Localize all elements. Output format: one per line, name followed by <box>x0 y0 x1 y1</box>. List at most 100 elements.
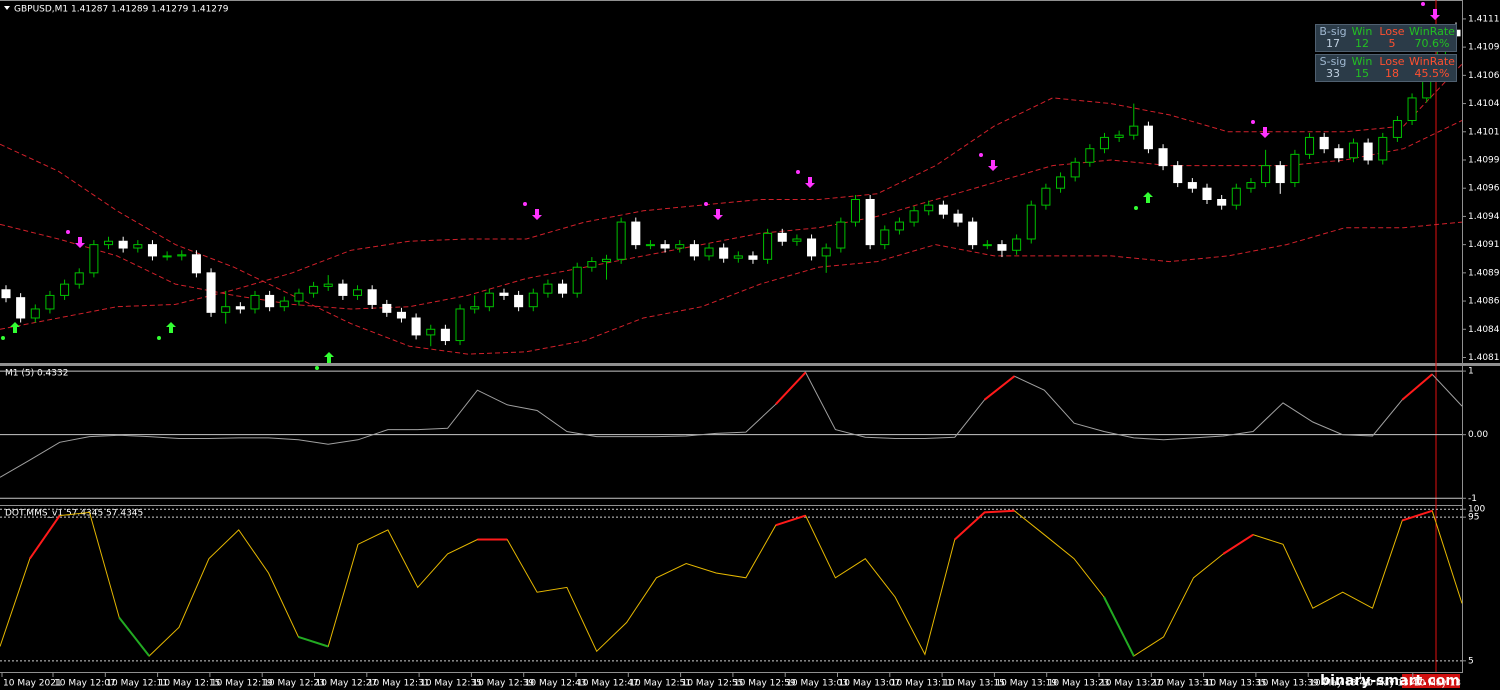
candle-body <box>1261 165 1271 184</box>
candle-body <box>558 283 568 294</box>
candle-body <box>294 292 304 302</box>
line <box>298 635 329 648</box>
line <box>118 617 150 657</box>
buy-arrow <box>166 322 176 333</box>
x-tick-label: 10 May 13:31 <box>1152 679 1214 689</box>
x-tick-label: 10 May 13:19 <box>995 679 1057 689</box>
line <box>0 63 1463 330</box>
candle-body <box>631 221 641 246</box>
candle-body <box>997 244 1007 251</box>
sell-arrow <box>805 177 815 188</box>
candle-body <box>704 247 714 257</box>
candle-body <box>133 244 143 249</box>
sell-stats: S-sig Win Lose WinRate 33 15 18 45.5% <box>1315 54 1457 82</box>
panel-title: M1 (5) 0.4332 <box>5 369 68 379</box>
candle-body <box>1158 148 1168 167</box>
x-tick-label: 10 May 13:27 <box>1100 679 1162 689</box>
line <box>28 515 61 560</box>
line <box>775 514 806 527</box>
y-tick-label: 1.41115 <box>1468 14 1500 24</box>
stat-cell: Win <box>1351 55 1373 68</box>
buy-arrow <box>10 322 20 333</box>
line <box>1103 596 1135 657</box>
stat-cell: 15 <box>1355 67 1369 80</box>
candle-body <box>1173 165 1183 184</box>
buy-arrow <box>1143 192 1153 203</box>
panel-title: DOT.MMS_v1 57.4345 57.4345 <box>5 509 143 519</box>
x-tick-label: 10 May 12:59 <box>734 679 796 689</box>
y-tick-label: 1.40990 <box>1468 155 1500 165</box>
candle-body <box>396 311 406 319</box>
candle-body <box>601 258 612 263</box>
candle-body <box>1041 187 1051 206</box>
y-tick-label: 1.41015 <box>1468 127 1500 137</box>
y-tick-label: 0.00 <box>1468 430 1488 440</box>
candle-body <box>499 292 509 296</box>
signal-dot <box>1421 2 1425 6</box>
candle-body <box>45 294 55 310</box>
candle-body <box>250 294 260 310</box>
candle-body <box>1348 142 1359 159</box>
candle-body <box>118 240 128 249</box>
sell-arrow <box>1260 127 1270 138</box>
signal-dot <box>796 170 800 174</box>
stat-cell: 5 <box>1388 37 1396 50</box>
candle-body <box>719 247 729 259</box>
candle-body <box>440 328 450 342</box>
candle-body <box>455 308 465 342</box>
sell-arrow <box>1430 9 1440 20</box>
candle-body <box>807 238 817 257</box>
candle-body <box>645 244 655 247</box>
candle-body <box>60 283 70 296</box>
candle-body <box>982 244 992 247</box>
sell-arrow <box>713 209 723 220</box>
candle-body <box>470 306 480 310</box>
candle-body <box>162 255 172 258</box>
line <box>954 509 1015 541</box>
candle-body <box>514 294 524 308</box>
buy-arrow <box>324 352 334 363</box>
x-tick-label: 10 May 12:39 <box>472 679 534 689</box>
x-tick-label: 10 May 13:47 <box>1362 679 1424 689</box>
y-tick-label: 1.40890 <box>1468 268 1500 278</box>
signal-dot <box>315 366 319 370</box>
candle-body <box>352 289 363 296</box>
y-tick-label: -1 <box>1468 494 1477 504</box>
candle-body <box>909 210 919 223</box>
candle-body <box>1407 97 1417 121</box>
y-tick-label: 1.40815 <box>1468 353 1500 363</box>
x-tick-label: 10 May 12:19 <box>211 679 273 689</box>
candle-body <box>836 221 846 249</box>
y-tick-label: 1.40865 <box>1468 297 1500 307</box>
candle-body <box>1334 148 1344 159</box>
candle-body <box>206 272 216 313</box>
candle-body <box>235 306 245 310</box>
candle-body <box>265 294 275 308</box>
candle-body <box>938 204 948 215</box>
y-tick-label: 5 <box>1468 656 1474 666</box>
candle-body <box>1275 165 1285 184</box>
x-tick-label: 10 May 13:15 <box>943 679 1005 689</box>
candle-body <box>850 198 861 223</box>
separator <box>0 363 1500 366</box>
x-tick-label: 10 May 2021 <box>3 679 62 689</box>
buy-stats: B-sig Win Lose WinRate 17 12 5 70.6% <box>1315 24 1457 52</box>
x-tick-label: 10 May 12:11 <box>106 679 168 689</box>
candle-body <box>221 306 231 313</box>
menu-triangle <box>4 6 10 10</box>
candle-body <box>748 255 758 260</box>
candle-body <box>323 283 333 287</box>
candle-body <box>147 244 157 257</box>
candle-body <box>191 254 201 274</box>
candle-body <box>309 285 319 294</box>
x-tick-label: 10 May 12:31 <box>368 679 430 689</box>
x-tick-label: 10 May 13 <box>1414 679 1461 689</box>
candle-body <box>1056 176 1066 189</box>
candle-body <box>894 221 904 231</box>
candle-body <box>367 289 377 305</box>
x-tick-label: 10 May 13:23 <box>1048 679 1110 689</box>
x-tick-label: 10 May 12:55 <box>682 679 744 689</box>
stat-cell: 45.5% <box>1414 67 1450 80</box>
candle-body <box>528 292 538 308</box>
candle-body <box>924 204 934 212</box>
